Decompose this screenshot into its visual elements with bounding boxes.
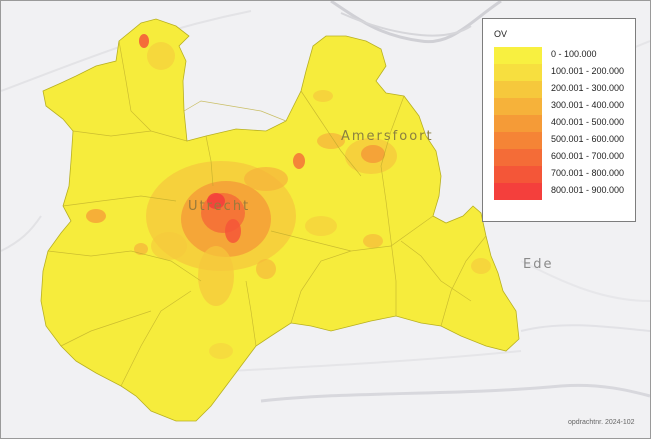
legend-item: 100.001 - 200.000: [494, 64, 634, 81]
legend-item: 400.001 - 500.000: [494, 115, 634, 132]
legend-swatch: [494, 183, 542, 200]
legend-swatch: [494, 132, 542, 149]
legend-item: 300.001 - 400.000: [494, 98, 634, 115]
map-credit: opdrachtnr. 2024-102: [568, 419, 635, 426]
legend-label: 600.001 - 700.000: [551, 151, 625, 161]
legend-swatch: [494, 64, 542, 81]
density-hotspots: [86, 34, 491, 359]
legend: OV 0 - 100.000 100.001 - 200.000 200.001…: [482, 18, 636, 222]
legend-swatch: [494, 81, 542, 98]
legend-label: 700.001 - 800.000: [551, 168, 625, 178]
legend-swatch: [494, 115, 542, 132]
legend-label: 100.001 - 200.000: [551, 66, 625, 76]
legend-item: 200.001 - 300.000: [494, 81, 634, 98]
legend-item: 500.001 - 600.000: [494, 132, 634, 149]
place-label-ede: Ede: [523, 257, 554, 272]
legend-item: 0 - 100.000: [494, 47, 634, 64]
legend-label: 200.001 - 300.000: [551, 83, 625, 93]
legend-item: 600.001 - 700.000: [494, 149, 634, 166]
legend-swatch: [494, 166, 542, 183]
basemap-features: [1, 1, 650, 403]
legend-title: OV: [494, 29, 508, 39]
legend-item: 700.001 - 800.000: [494, 166, 634, 183]
place-label-utrecht: Utrecht: [188, 199, 251, 214]
legend-label: 300.001 - 400.000: [551, 100, 625, 110]
legend-label: 800.001 - 900.000: [551, 185, 625, 195]
place-label-amersfoort: Amersfoort: [341, 129, 434, 144]
legend-label: 400.001 - 500.000: [551, 117, 625, 127]
legend-swatch: [494, 47, 542, 64]
legend-item: 800.001 - 900.000: [494, 183, 634, 200]
legend-swatch: [494, 149, 542, 166]
municipal-boundaries: [47, 40, 487, 387]
legend-label: 500.001 - 600.000: [551, 134, 625, 144]
legend-swatch: [494, 98, 542, 115]
legend-label: 0 - 100.000: [551, 49, 597, 59]
